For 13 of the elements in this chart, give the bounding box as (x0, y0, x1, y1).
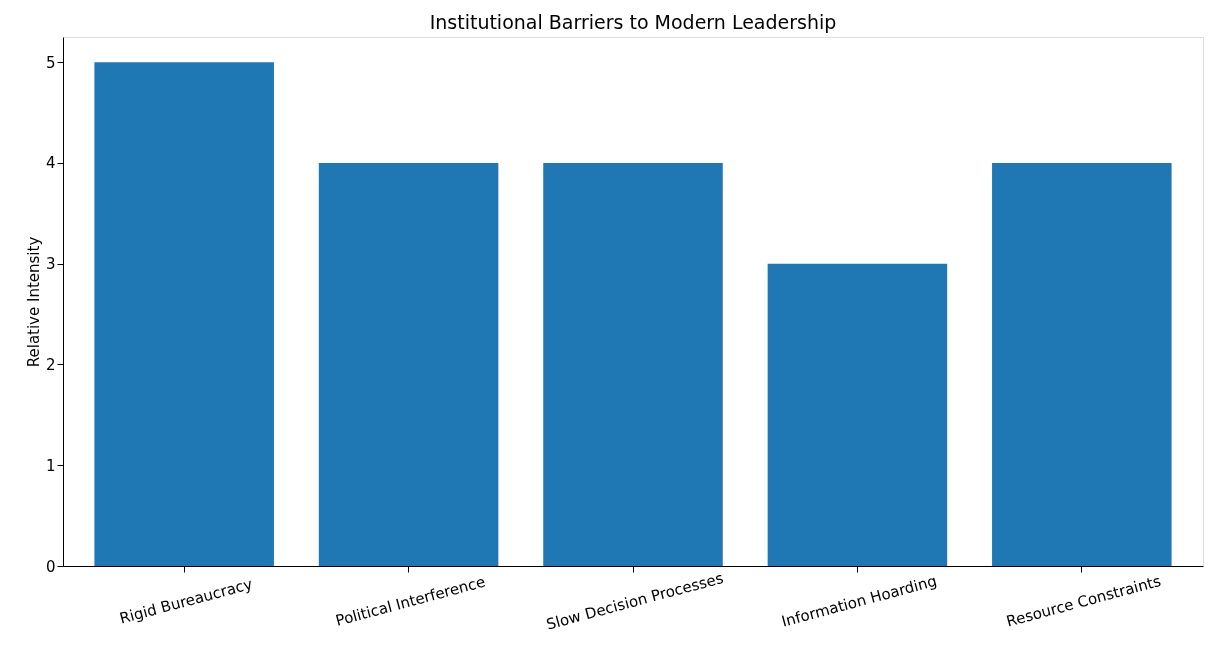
chart-title: Institutional Barriers to Modern Leadership (429, 11, 837, 33)
bar (767, 263, 948, 566)
y-tick-label: 3 (45, 255, 56, 274)
bar (94, 62, 274, 566)
bar (992, 162, 1172, 566)
bar (318, 162, 499, 566)
y-tick-label: 1 (45, 456, 56, 475)
y-tick-label: 2 (45, 355, 56, 374)
y-tick-label: 5 (45, 53, 56, 72)
y-tick-label: 4 (45, 154, 56, 173)
y-tick-label: 0 (45, 557, 56, 576)
bar (543, 162, 723, 566)
y-axis-title: Relative Intensity (24, 236, 43, 368)
